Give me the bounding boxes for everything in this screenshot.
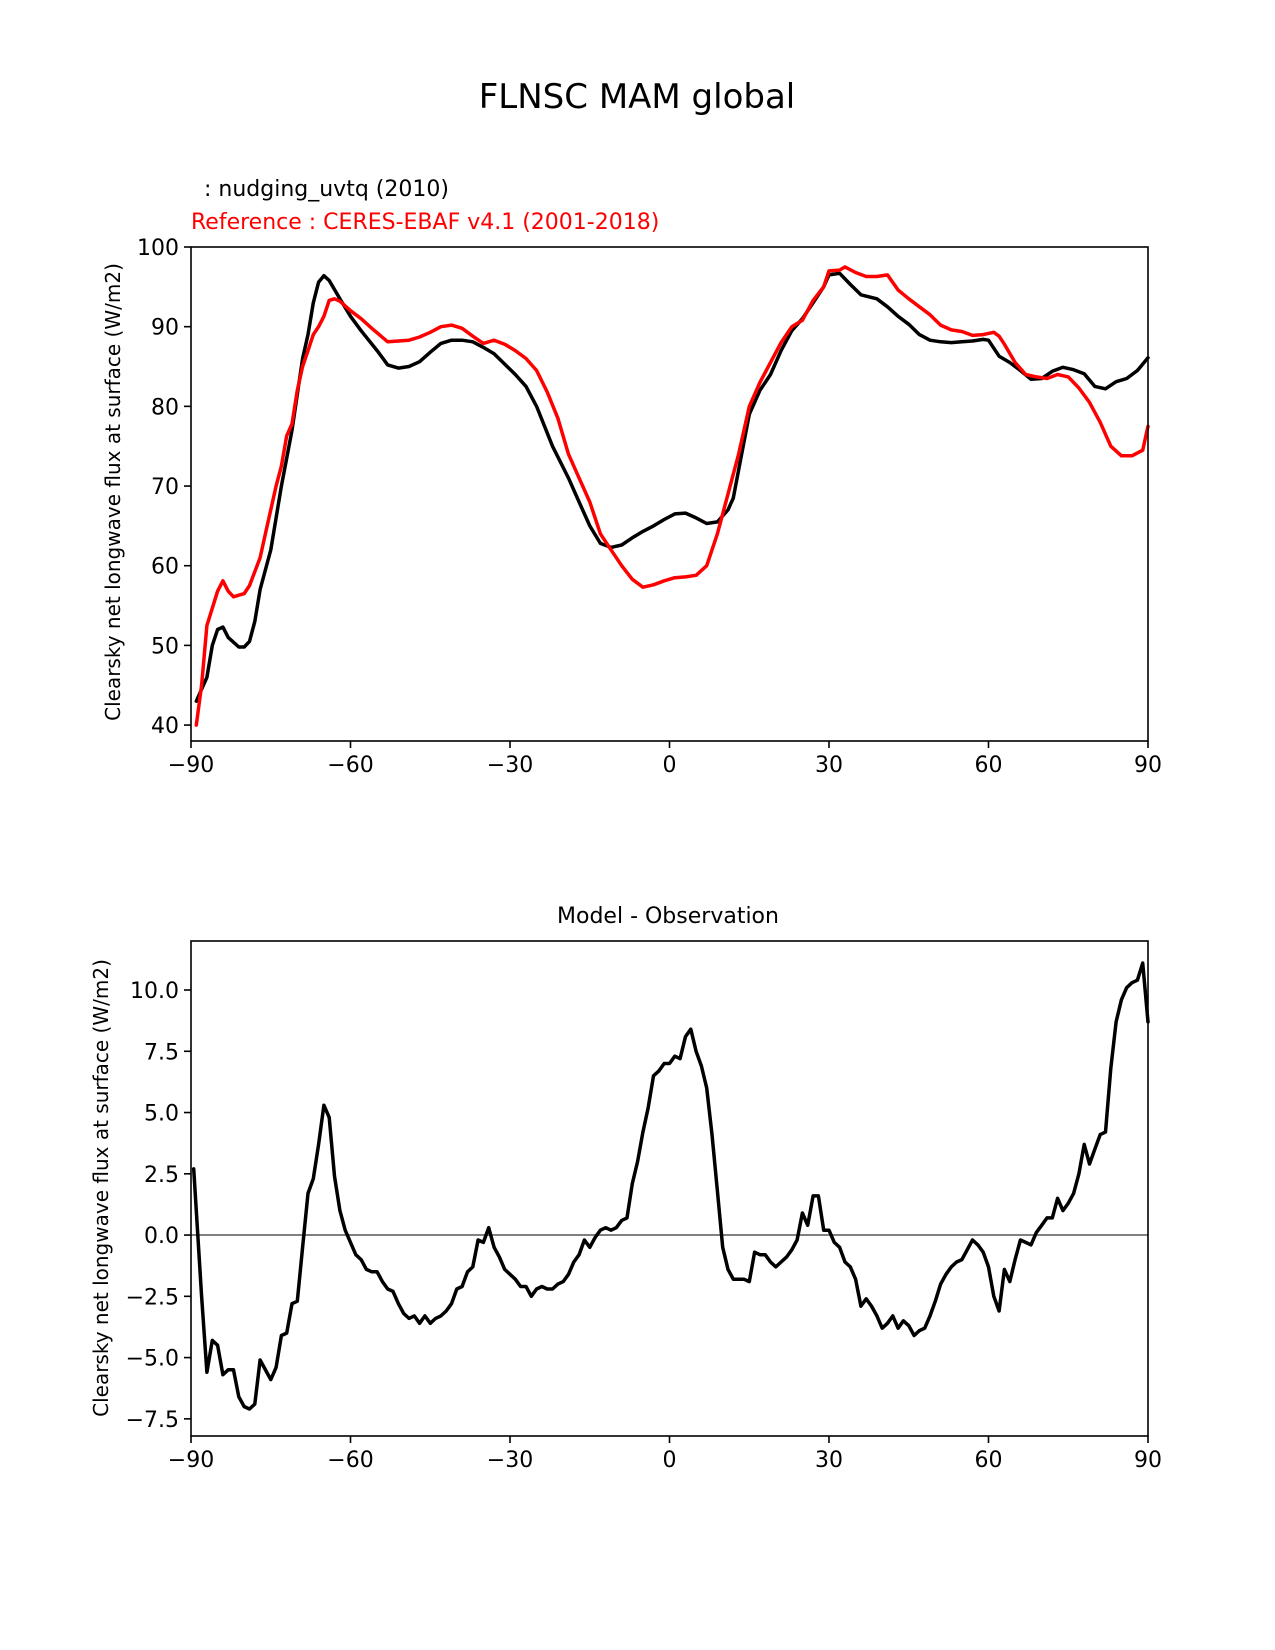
top-x-tick-label: −90 [168,753,214,778]
bottom-x-tick-label: 30 [815,1448,843,1473]
bottom-x-tick-label: −90 [168,1448,214,1473]
top-y-axis-label: Clearsky net longwave flux at surface (W… [101,263,125,721]
top-y-tick-label: 90 [151,316,179,341]
bottom-x-tick-label: −30 [487,1448,533,1473]
top-x-tick-label: 30 [815,753,843,778]
bottom-series-group [191,961,1150,1411]
top-y-tick-label: 80 [151,395,179,420]
top-y-tick-label: 40 [151,714,179,739]
bottom-x-tick-label: 90 [1134,1448,1162,1473]
top-y-tick-label: 70 [151,475,179,500]
reference-subtitle: Reference : CERES-EBAF v4.1 (2001-2018) [191,210,659,235]
bottom-y-tick-label: 7.5 [144,1040,179,1065]
top-series-line-1 [194,271,1150,703]
top-x-tick-label: 0 [663,753,677,778]
bottom-series-line-1 [191,961,1150,1411]
bottom-y-tick-label: −5.0 [126,1347,179,1372]
bottom-y-tick-label: 0.0 [144,1224,179,1249]
top-plot-frame [190,246,1149,742]
bottom-y-tick-label: 2.5 [144,1163,179,1188]
bottom-y-axis-label: Clearsky net longwave flux at surface (W… [89,959,113,1417]
bottom-y-tick-label: −7.5 [126,1408,179,1433]
top-y-tick-label: 60 [151,555,179,580]
top-x-tick-label: 60 [975,753,1003,778]
top-y-tick-label: 100 [137,236,179,261]
bottom-x-tick-label: 0 [663,1448,677,1473]
bottom-x-tick-label: −60 [327,1448,373,1473]
figure-title: FLNSC MAM global [479,77,796,117]
bottom-plot-frame [190,940,1149,1437]
top-series-line-2 [194,265,1150,727]
test-subtitle: : nudging_uvtq (2010) [197,177,449,202]
bottom-y-tick-label: −2.5 [126,1285,179,1310]
top-x-tick-label: 90 [1134,753,1162,778]
bottom-y-tick-label: 5.0 [144,1102,179,1127]
top-x-tick-label: −30 [487,753,533,778]
top-y-tick-label: 50 [151,634,179,659]
bottom-x-tick-label: 60 [975,1448,1003,1473]
bottom-panel: Model - Observation −90 −60 −30 0 30 60 90 −7.5… [89,904,1162,1473]
top-x-tick-label: −60 [327,753,373,778]
top-axes: −90 −60 −30 0 30 60 90 40 50 60 70 80 90 100 [137,236,1162,778]
bottom-axes: −90 −60 −30 0 30 60 90 −7.5 −5.0 −2.5 0.0 2.5 5.0 7.5… [126,940,1162,1473]
bottom-y-tick-label: 10.0 [130,979,179,1004]
bottom-panel-title: Model - Observation [557,904,779,929]
top-series-group [194,265,1150,727]
top-panel: : nudging_uvtq (2010) Reference : CERES-… [101,177,1162,778]
